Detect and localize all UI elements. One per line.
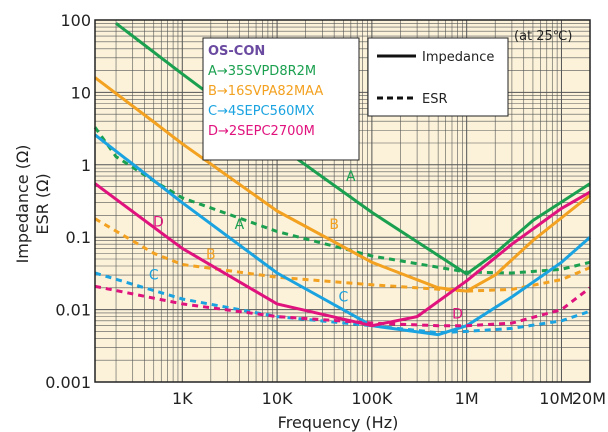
x-tick-label: 20M — [572, 389, 606, 408]
curve-label-c: C — [338, 289, 348, 305]
series-legend-entry-d: D→2SEPC2700M — [208, 124, 315, 139]
series-d-esr-line — [94, 284, 591, 328]
y-axis-title: Impedance (Ω) ESR (Ω) — [13, 145, 52, 264]
y-axis-title-line2: ESR (Ω) — [33, 173, 52, 234]
series-b-esr-line — [94, 217, 591, 293]
series-a-esr-line — [93, 126, 591, 275]
x-tick-label: 10K — [262, 389, 293, 408]
curve-label-c: C — [149, 268, 159, 284]
y-tick-label: 0.01 — [55, 301, 91, 320]
curve-label-a: A — [235, 217, 245, 233]
y-tick-label: 10 — [71, 83, 91, 102]
curve-label-d: D — [452, 307, 463, 323]
y-tick-label: 0.1 — [66, 228, 91, 247]
y-tick-labels: 0.001 0.01 0.1 1 10 100 — [45, 11, 91, 392]
x-axis-title: Frequency (Hz) — [278, 413, 399, 432]
series-c-impedance-line — [94, 133, 591, 337]
x-tick-label: 10M — [539, 389, 573, 408]
impedance-legend-label: Impedance — [422, 50, 494, 65]
series-legend-entry-c: C→4SEPC560MX — [208, 104, 315, 119]
series-legend-entry-b: B→16SVPA82MAA — [208, 84, 323, 99]
curve-labels: A A B B C C D D — [149, 169, 463, 323]
series-a-impedance-line — [115, 22, 591, 276]
plot-frame — [94, 19, 591, 383]
y-tick-label: 100 — [60, 11, 91, 30]
y-tick-label: 0.001 — [45, 373, 91, 392]
x-tick-label: 100K — [351, 389, 393, 408]
series-d-impedance-line — [94, 182, 591, 328]
curve-label-b: B — [206, 247, 216, 263]
curve-label-b: B — [329, 217, 339, 233]
y-tick-label: 1 — [81, 156, 91, 175]
line-style-legend-box: Impedance ESR — [367, 37, 509, 117]
x-tick-label: 1K — [172, 389, 193, 408]
series-legend-entry-a: A→35SVPD8R2M — [208, 64, 316, 79]
series-legend-title: OS-CON — [208, 44, 265, 59]
y-axis-title-line1: Impedance (Ω) — [13, 145, 32, 264]
series-legend-box: OS-CON A→35SVPD8R2M B→16SVPA82MAA C→4SEP… — [202, 37, 360, 161]
curve-label-d: D — [153, 215, 164, 231]
x-tick-label: 1M — [455, 389, 479, 408]
series-c-esr-line — [94, 271, 591, 335]
series-group — [93, 22, 591, 337]
curve-label-a: A — [346, 169, 356, 185]
esr-legend-label: ESR — [422, 92, 448, 107]
temperature-annotation: (at 25℃) — [514, 29, 572, 44]
series-b-impedance-line — [94, 76, 591, 293]
